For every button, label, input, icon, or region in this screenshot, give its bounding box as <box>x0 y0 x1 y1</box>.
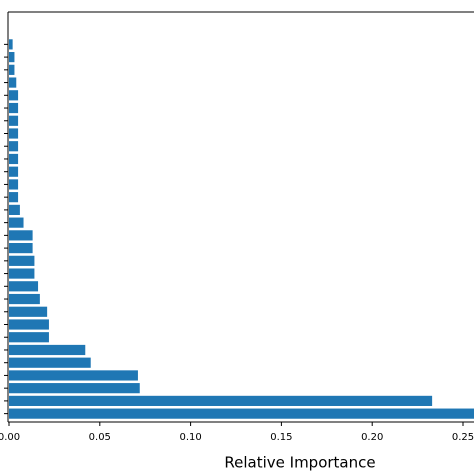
x-tick-label: 0.00 <box>0 432 20 443</box>
x-tick-label: 0.10 <box>179 432 201 443</box>
bar <box>9 192 19 203</box>
bar <box>9 357 91 368</box>
bar <box>9 204 20 215</box>
bar <box>9 395 433 406</box>
bar <box>9 179 19 190</box>
x-tick-label: 0.20 <box>361 432 383 443</box>
bar <box>9 230 33 241</box>
bar <box>9 102 19 114</box>
bar <box>9 128 19 139</box>
bar <box>9 115 19 126</box>
bar <box>9 217 24 228</box>
bar <box>9 332 49 343</box>
bar <box>9 306 48 317</box>
x-tick-label: 0.15 <box>270 432 292 443</box>
bar <box>9 141 19 152</box>
bar <box>9 293 40 305</box>
bar <box>9 319 49 330</box>
bar <box>9 166 19 177</box>
bar <box>9 64 15 75</box>
bar <box>9 408 474 419</box>
bar <box>9 77 17 88</box>
bar <box>9 243 33 254</box>
bar <box>9 370 138 381</box>
bar <box>9 90 19 101</box>
x-tick-label: 0.25 <box>452 432 474 443</box>
x-axis-label: Relative Importance <box>224 454 375 472</box>
x-tick-label: 0.05 <box>89 432 111 443</box>
bar <box>9 52 15 63</box>
bar <box>9 383 140 394</box>
bar <box>9 39 13 50</box>
bar <box>9 281 39 292</box>
bar <box>9 344 86 356</box>
bar <box>9 268 35 279</box>
bar <box>9 153 19 165</box>
bar <box>9 255 35 266</box>
